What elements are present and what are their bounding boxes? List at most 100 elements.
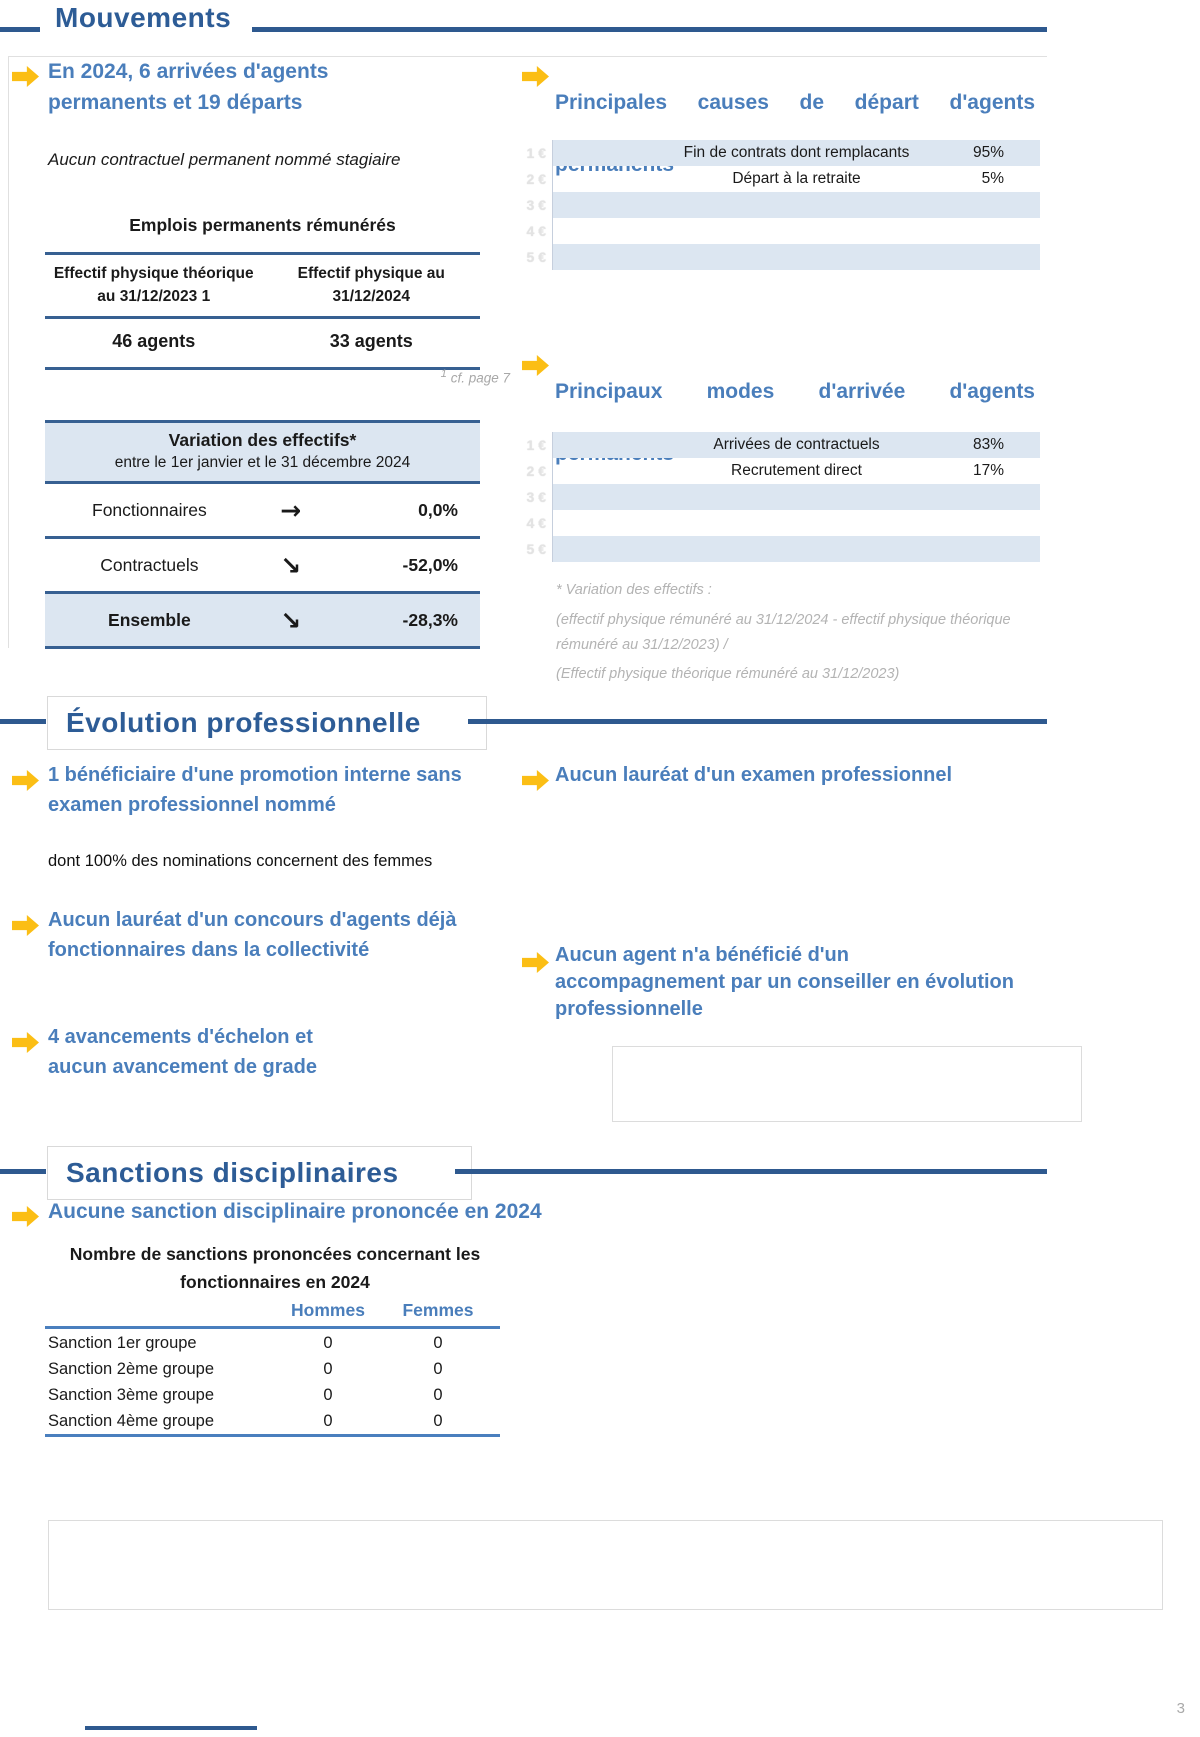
divider-line-left — [0, 27, 40, 32]
ghost-axis-label: 1 € — [526, 145, 546, 161]
divider-line-left — [0, 1169, 46, 1174]
emplois-table: Effectif physique théorique au 31/12/202… — [45, 252, 480, 370]
sanction-count-femmes: 0 — [433, 1333, 443, 1352]
section-title-evolution: Évolution professionnelle — [66, 707, 421, 738]
ghost-axis-label: 4 € — [526, 223, 546, 239]
content-box-border-top — [8, 56, 1047, 57]
column-header-femmes: Femmes — [402, 1300, 474, 1320]
variation-row-label: Contractuels — [100, 554, 199, 575]
variation-row-label: Fonctionnaires — [92, 499, 207, 520]
heading-line: Principales causes de départ d'agents — [555, 91, 1035, 114]
table-row: 1 € Fin de contrats dont remplacants 95% — [516, 140, 1040, 166]
divider-line-right — [468, 719, 1047, 724]
section-title-sanctions: Sanctions disciplinaires — [66, 1157, 399, 1188]
sanction-count-femmes: 0 — [433, 1359, 443, 1378]
table-row: 4 € — [516, 510, 1040, 536]
section-title-box: Évolution professionnelle — [47, 696, 487, 750]
variation-footnote-denominator: (Effectif physique théorique rémunéré au… — [556, 666, 900, 682]
variation-table-header: Variation des effectifs* entre le 1er ja… — [45, 420, 480, 484]
footer-accent-line — [85, 1726, 257, 1730]
emplois-col1-header: Effectif physique théorique au 31/12/202… — [53, 265, 254, 305]
footnote-text: cf. page 7 — [450, 370, 510, 386]
mode-label: Recrutement direct — [731, 462, 862, 479]
table-row: Contractuels ↘ -52,0% — [45, 539, 480, 594]
variation-row-value: -28,3% — [402, 609, 458, 630]
section-title-mouvements: Mouvements — [55, 2, 232, 33]
variation-row-value: -52,0% — [402, 554, 458, 575]
headline-no-sanction: Aucune sanction disciplinaire prononcée … — [48, 1200, 542, 1223]
cause-percent: 5% — [981, 170, 1004, 187]
arrow-bullet-icon — [522, 952, 549, 973]
cause-label: Départ à la retraite — [732, 170, 861, 187]
page-reference-note: 1 cf. page 7 — [45, 368, 510, 386]
variation-subtitle: entre le 1er janvier et le 31 décembre 2… — [114, 454, 411, 471]
table-row: 5 € — [516, 244, 1040, 270]
emplois-col2-value: 33 agents — [329, 331, 413, 351]
item-accompagnement: Aucun agent n'a bénéficié d'un accompagn… — [555, 944, 1014, 1020]
empty-placeholder-box — [48, 1520, 1163, 1610]
ghost-axis-label: 1 € — [526, 437, 546, 453]
arrow-bullet-icon — [522, 355, 549, 376]
sanction-count-hommes: 0 — [323, 1385, 333, 1404]
variation-footnote-title: * Variation des effectifs : — [556, 582, 712, 598]
sanctions-table-body: Sanction 1er groupe 0 0 Sanction 2ème gr… — [48, 1330, 498, 1434]
ghost-axis-label: 2 € — [526, 463, 546, 479]
table-row: Ensemble ↘ -28,3% — [45, 594, 480, 649]
header-spacer — [48, 1300, 273, 1321]
emplois-table-value-row: 46 agents 33 agents — [45, 319, 480, 370]
sanction-label: Sanction 3ème groupe — [48, 1385, 215, 1404]
divider-line-right — [252, 27, 1047, 32]
table-row: Sanction 2ème groupe 0 0 — [48, 1356, 498, 1382]
mode-percent: 83% — [972, 436, 1004, 453]
variation-footnote-formula: (effectif physique rémunéré au 31/12/202… — [556, 612, 1011, 653]
table-row: Sanction 3ème groupe 0 0 — [48, 1382, 498, 1408]
divider-line-right — [455, 1169, 1047, 1174]
sanction-label: Sanction 2ème groupe — [48, 1359, 215, 1378]
table-row: 5 € — [516, 536, 1040, 562]
ghost-axis-label: 3 € — [526, 197, 546, 213]
arrow-bullet-icon — [12, 915, 39, 936]
table-row: Sanction 4ème groupe 0 0 — [48, 1408, 498, 1434]
mode-percent: 17% — [972, 462, 1004, 479]
variation-title: Variation des effectifs* — [168, 430, 357, 450]
table-row: 2 € Recrutement direct 17% — [516, 458, 1040, 484]
trend-down-arrow-icon: ↘ — [280, 605, 302, 635]
arrow-bullet-icon — [522, 770, 549, 791]
table-border-bottom — [45, 1434, 500, 1437]
trend-down-arrow-icon: ↘ — [280, 550, 302, 580]
mode-label: Arrivées de contractuels — [713, 436, 880, 453]
variation-row-label: Ensemble — [108, 609, 191, 630]
trend-right-arrow-icon: → — [280, 495, 302, 525]
column-header-hommes: Hommes — [291, 1300, 365, 1320]
sanction-count-hommes: 0 — [323, 1359, 333, 1378]
headline-arrivals-departures: En 2024, 6 arrivées d'agents permanents … — [48, 60, 329, 114]
item-avancements: 4 avancements d'échelon et aucun avancem… — [48, 1026, 317, 1078]
sanction-count-femmes: 0 — [433, 1411, 443, 1430]
empty-placeholder-box — [612, 1046, 1082, 1122]
cause-label: Fin de contrats dont remplacants — [683, 144, 910, 161]
sanction-count-hommes: 0 — [323, 1411, 333, 1430]
arrow-bullet-icon — [522, 66, 549, 87]
item-examen-professionnel: Aucun lauréat d'un examen professionnel — [555, 764, 953, 786]
table-row: Fonctionnaires → 0,0% — [45, 484, 480, 539]
arrow-bullet-icon — [12, 770, 39, 791]
arrow-bullet-icon — [12, 66, 39, 87]
table-row: 4 € — [516, 218, 1040, 244]
table-row: 3 € — [516, 192, 1040, 218]
emplois-col2-header: Effectif physique au 31/12/2024 — [297, 265, 445, 305]
sanctions-table-title: Nombre de sanctions prononcées concernan… — [69, 1244, 481, 1292]
emplois-col1-value: 46 agents — [112, 331, 196, 351]
content-box-border-left — [8, 56, 9, 648]
footnote-superscript: 1 — [440, 368, 447, 380]
ghost-axis-label: 2 € — [526, 171, 546, 187]
ghost-axis-label: 3 € — [526, 489, 546, 505]
ghost-axis-label: 5 € — [526, 249, 546, 265]
variation-table: Variation des effectifs* entre le 1er ja… — [45, 420, 480, 649]
stagiaire-note: Aucun contractuel permanent nommé stagia… — [48, 150, 401, 169]
divider-line-left — [0, 719, 46, 724]
nominations-note: dont 100% des nominations concernent des… — [48, 852, 433, 870]
table-row: 3 € — [516, 484, 1040, 510]
ghost-axis-label: 4 € — [526, 515, 546, 531]
emplois-table-title: Emplois permanents rémunérés — [129, 215, 396, 235]
